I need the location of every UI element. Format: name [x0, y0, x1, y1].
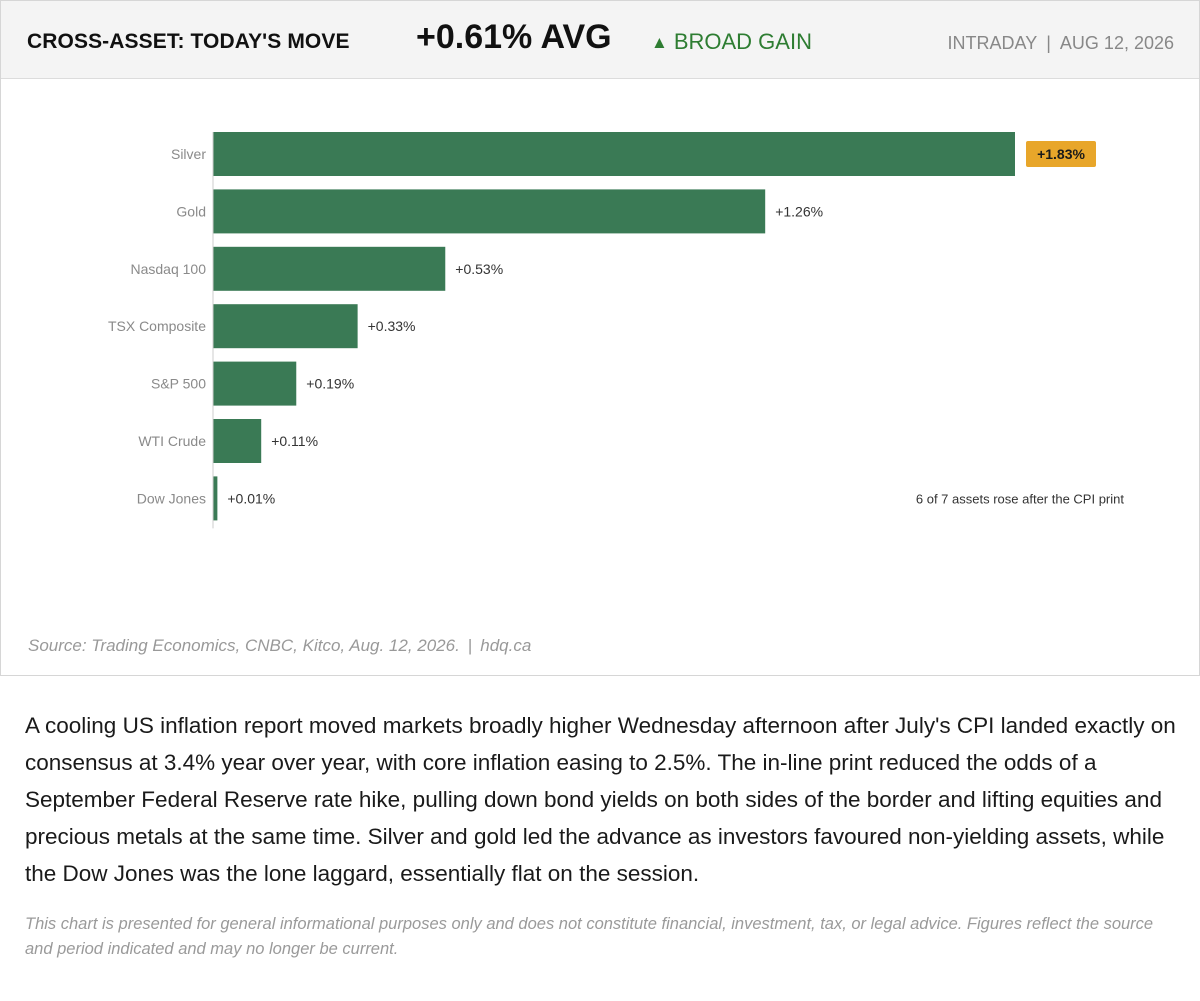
category-label: Gold — [176, 203, 206, 219]
value-label: +0.33% — [368, 318, 416, 334]
source-text: Source: Trading Economics, CNBC, Kitco, … — [28, 636, 460, 655]
category-label: WTI Crude — [138, 433, 206, 449]
bar — [213, 476, 218, 521]
up-triangle-icon: ▲ — [651, 33, 668, 52]
source-separator: | — [467, 636, 473, 655]
value-label: +1.83% — [1037, 146, 1085, 162]
bar-chart-svg: Silver +1.83% Gold +1.26% Nasdaq 100 +0.53% TS… — [108, 132, 1124, 529]
source-site: hdq.ca — [480, 636, 532, 655]
disclaimer: This chart is presented for general info… — [25, 915, 1154, 958]
bar — [213, 132, 1015, 176]
chart-card: CROSS-ASSET: TODAY'S MOVE +0.61% AVG ▲ BR… — [0, 0, 1200, 676]
value-label: +1.26% — [775, 203, 823, 219]
bar — [213, 189, 766, 234]
trend-indicator: ▲ BROAD GAIN — [651, 29, 812, 55]
highlight-badge — [1026, 141, 1096, 167]
category-label: Nasdaq 100 — [130, 261, 206, 277]
chart-annotation: 6 of 7 assets rose after the CPI print — [916, 491, 1124, 506]
value-label: +0.53% — [455, 261, 503, 277]
category-label: Silver — [171, 146, 206, 162]
trend-label: BROAD GAIN — [673, 29, 812, 54]
value-label: +0.11% — [271, 433, 318, 449]
category-label: S&P 500 — [151, 376, 206, 392]
bar — [213, 419, 262, 463]
value-label: +0.19% — [306, 376, 354, 392]
average-move: +0.61% AVG — [416, 18, 612, 56]
session-info: INTRADAY | AUG 12, 2026 — [948, 33, 1174, 54]
session-date: AUG 12, 2026 — [1059, 33, 1174, 53]
session-separator: | — [1046, 33, 1051, 53]
source-line: Source: Trading Economics, CNBC, Kitco, … — [28, 636, 531, 656]
chart-header: CROSS-ASSET: TODAY'S MOVE +0.61% AVG ▲ BR… — [1, 1, 1199, 79]
category-label: TSX Composite — [108, 318, 206, 334]
category-label: Dow Jones — [137, 490, 206, 506]
bar — [213, 246, 446, 291]
value-label: +0.01% — [227, 490, 275, 506]
article-paragraph: A cooling US inflation report moved mark… — [25, 713, 1176, 886]
chart-title: CROSS-ASSET: TODAY'S MOVE — [27, 30, 350, 53]
bar — [213, 304, 358, 349]
bar-chart: Silver +1.83% Gold +1.26% Nasdaq 100 +0.53% TS… — [1, 79, 1199, 619]
session-label: INTRADAY — [947, 33, 1038, 53]
bar — [213, 361, 297, 406]
